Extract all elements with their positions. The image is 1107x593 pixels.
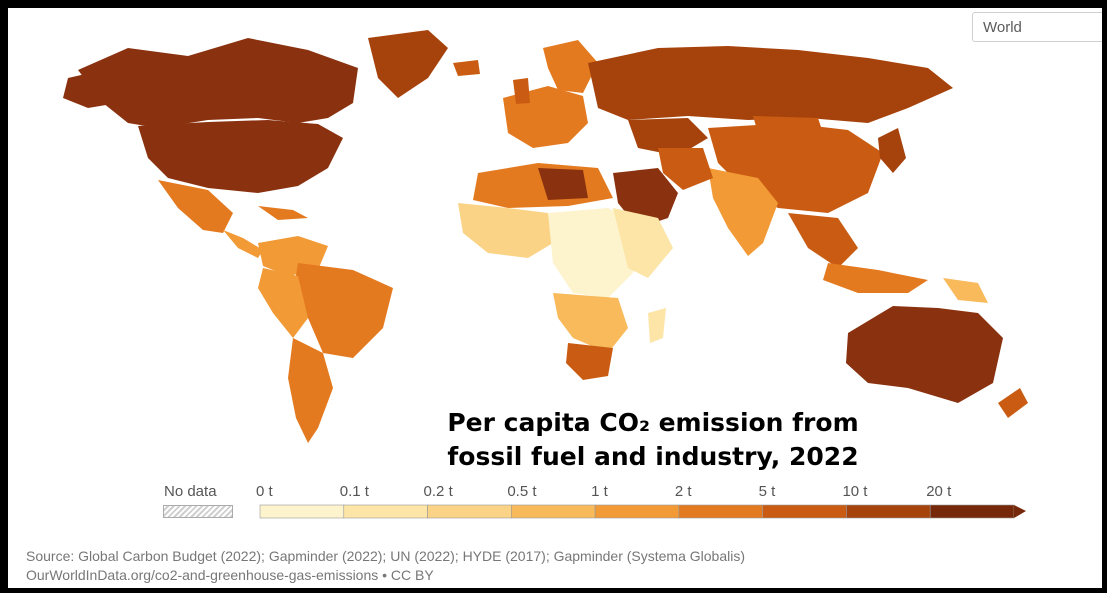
region-mexico[interactable]	[158, 180, 233, 233]
legend-swatch[interactable]	[846, 504, 931, 519]
region-canada[interactable]	[78, 38, 358, 128]
legend-swatch[interactable]	[511, 504, 596, 519]
legend-arrow	[1014, 505, 1026, 518]
source-note: Source: Global Carbon Budget (2022); Gap…	[26, 547, 745, 585]
region-southern-africa[interactable]	[553, 293, 628, 353]
region-east-africa[interactable]	[613, 208, 673, 278]
region-papua[interactable]	[943, 278, 988, 303]
legend-swatch[interactable]	[678, 504, 763, 519]
region-southeast-asia[interactable]	[788, 213, 858, 268]
legend-color-bar	[259, 504, 1015, 519]
region-kazakhstan[interactable]	[628, 118, 708, 156]
region-usa[interactable]	[138, 120, 343, 193]
legend-swatch[interactable]	[762, 504, 847, 519]
legend-swatch[interactable]	[427, 504, 512, 519]
legend-swatch[interactable]	[929, 504, 1015, 519]
map-chart-frame: World Per capita CO₂ emission from fossi…	[8, 8, 1102, 588]
region-select[interactable]: World	[972, 12, 1102, 42]
region-iran[interactable]	[658, 148, 713, 190]
region-iceland[interactable]	[453, 60, 480, 76]
map-title: Per capita CO₂ emission from fossil fuel…	[413, 406, 893, 474]
region-brazil[interactable]	[293, 263, 393, 358]
region-argentina-chile[interactable]	[288, 338, 333, 443]
world-map[interactable]	[8, 8, 1102, 588]
legend-swatch[interactable]	[259, 504, 345, 519]
region-uk[interactable]	[513, 78, 530, 104]
region-greenland[interactable]	[368, 30, 448, 98]
region-caribbean[interactable]	[258, 206, 308, 220]
map-title-line-1: Per capita CO₂ emission from	[447, 408, 859, 437]
region-india[interactable]	[708, 168, 778, 256]
map-title-line-2: fossil fuel and industry, 2022	[447, 442, 859, 471]
region-madagascar[interactable]	[648, 308, 666, 343]
legend-swatch[interactable]	[343, 504, 428, 519]
region-libya[interactable]	[538, 168, 588, 200]
region-west-africa[interactable]	[458, 203, 553, 258]
legend-swatch[interactable]	[594, 504, 680, 519]
region-russia[interactable]	[588, 46, 953, 123]
region-new-zealand[interactable]	[998, 388, 1028, 418]
source-line-2[interactable]: OurWorldInData.org/co2-and-greenhouse-ga…	[26, 567, 434, 583]
region-australia[interactable]	[846, 306, 1003, 403]
region-alaska[interactable]	[63, 70, 118, 108]
region-japan-korea[interactable]	[878, 128, 906, 173]
region-mongolia[interactable]	[753, 116, 823, 133]
region-indonesia[interactable]	[823, 263, 928, 293]
source-line-1: Source: Global Carbon Budget (2022); Gap…	[26, 548, 745, 564]
region-central-america[interactable]	[223, 230, 263, 258]
region-scandinavia[interactable]	[543, 40, 598, 93]
region-peru-bolivia[interactable]	[258, 268, 308, 338]
region-south-africa[interactable]	[566, 343, 613, 380]
